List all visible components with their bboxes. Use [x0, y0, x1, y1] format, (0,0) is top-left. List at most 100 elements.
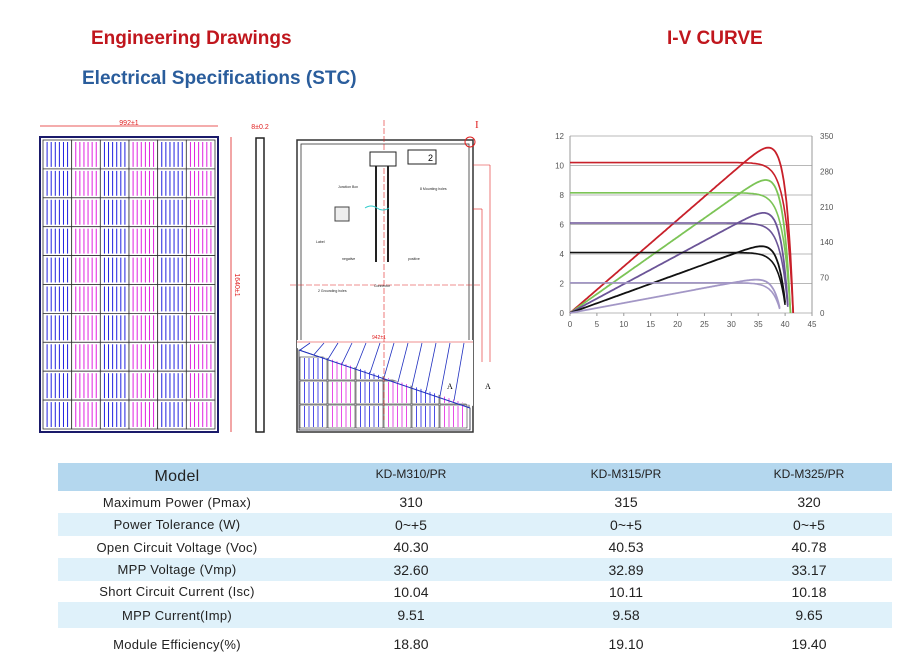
- value-cell: 0~+5: [793, 516, 825, 533]
- solar-cell: [71, 370, 101, 401]
- value-cell: 19.40: [791, 636, 827, 652]
- section-mark-left: A: [447, 382, 453, 391]
- negative-label: negative: [342, 257, 355, 261]
- iv-curve-line: [570, 282, 781, 310]
- parameter-cell: Power Tolerance (W): [113, 517, 241, 532]
- solar-cell: [99, 399, 130, 430]
- value-cell: 18.80: [393, 636, 429, 652]
- x-tick-label: 25: [700, 320, 709, 329]
- back-view: 2 I A A: [290, 119, 491, 433]
- y2-tick-label: 210: [820, 203, 834, 212]
- solar-cell: [71, 284, 101, 314]
- value-cell: 40.53: [608, 539, 644, 555]
- header-cell: KD-M325/PR: [773, 467, 845, 481]
- iv-curve-line: [570, 222, 789, 307]
- power-curve-line: [569, 278, 781, 314]
- solar-cell: [71, 399, 101, 430]
- value-cell: 10.04: [393, 583, 429, 600]
- thickness-dimension: 8±0.2: [251, 124, 269, 131]
- iv-curve-heading: I-V CURVE: [667, 28, 763, 49]
- table-row: Open Circuit Voltage (Voc) 40.30 40.53 40.7…: [58, 536, 892, 558]
- solar-cell: [71, 197, 101, 228]
- positive-label: positive: [408, 257, 420, 261]
- solar-cell: [99, 341, 130, 372]
- y-tick-label: 0: [560, 309, 565, 318]
- solar-cell: [128, 399, 159, 430]
- y-tick-label: 8: [560, 191, 565, 200]
- parameter-cell: Open Circuit Voltage (Voc): [96, 539, 258, 555]
- section-mark-right: A: [485, 382, 491, 391]
- solar-cell: [42, 399, 73, 430]
- value-cell: 32.89: [608, 561, 644, 578]
- value-cell: 40.78: [791, 539, 827, 555]
- x-tick-label: 20: [673, 320, 682, 329]
- value-cell: 32.60: [393, 561, 429, 578]
- parameter-cell: MPP Voltage (Vmp): [117, 562, 237, 577]
- x-tick-label: 0: [568, 320, 573, 329]
- solar-cell: [99, 168, 130, 199]
- y2-tick-label: 350: [820, 132, 834, 141]
- solar-cell: [157, 255, 187, 285]
- y-tick-label: 12: [555, 132, 564, 141]
- value-cell: 9.58: [612, 607, 640, 623]
- junction-box-label: Junction Box: [338, 185, 358, 189]
- flatness-value: 2: [428, 153, 433, 163]
- value-cell: 10.18: [791, 583, 827, 600]
- connector-label: Connector: [374, 284, 391, 288]
- table-row: Module Efficiency(%) 18.80 19.10 19.40: [58, 628, 892, 660]
- y-tick-label: 2: [560, 280, 565, 289]
- table-row: Power Tolerance (W) 0~+5 0~+5 0~+5: [58, 513, 892, 536]
- solar-cell: [128, 255, 159, 285]
- table-row: MPP Current(Imp) 9.51 9.58 9.65: [58, 602, 892, 628]
- y2-tick-label: 0: [820, 309, 825, 318]
- back-width-dimension: 942±1: [372, 335, 386, 341]
- solar-cell: [99, 284, 130, 314]
- header-cell: KD-M315/PR: [590, 467, 662, 481]
- x-tick-label: 40: [781, 320, 790, 329]
- height-dimension: 1640±1: [233, 273, 240, 296]
- iv-curve-line: [570, 161, 794, 314]
- electrical-specs-heading: Electrical Specifications (STC): [82, 68, 357, 89]
- parameter-cell: Short Circuit Current (Isc): [99, 584, 255, 599]
- engineering-drawing: 992±1 1640±1 8±0.2 2 I A A Junction Box …: [39, 119, 491, 433]
- solar-cell: [42, 284, 73, 314]
- y2-tick-label: 70: [820, 274, 829, 283]
- solar-cell: [157, 341, 187, 372]
- x-tick-label: 10: [619, 320, 628, 329]
- x-tick-label: 45: [808, 320, 817, 329]
- value-cell: 10.11: [609, 583, 643, 600]
- header-cell: Model: [154, 468, 200, 485]
- iv-curve-line: [570, 251, 786, 306]
- table-row: MPP Voltage (Vmp) 32.60 32.89 33.17: [58, 558, 892, 581]
- y2-tick-label: 280: [820, 167, 834, 176]
- power-curve-line: [569, 212, 789, 314]
- value-cell: 19.10: [608, 636, 644, 652]
- iv-curve-line: [570, 192, 792, 314]
- y2-tick-label: 140: [820, 238, 834, 247]
- electrical-specs-table: Model KD-M310/PR KD-M315/PR KD-M325/PR M…: [58, 463, 892, 660]
- parameter-cell: MPP Current(Imp): [121, 607, 233, 623]
- table-row: Maximum Power (Pmax) 310 315 320: [58, 491, 892, 513]
- solar-cell: [185, 226, 216, 256]
- x-tick-label: 35: [754, 320, 763, 329]
- solar-cell: [157, 197, 187, 228]
- y-tick-label: 6: [560, 221, 565, 230]
- power-curve-line: [569, 179, 792, 314]
- value-cell: 40.30: [393, 539, 429, 555]
- parameter-cell: Module Efficiency(%): [113, 636, 241, 652]
- parameter-cell: Maximum Power (Pmax): [102, 494, 252, 510]
- value-cell: 33.17: [791, 561, 827, 578]
- iv-curve-chart: 0 2 4 6 8 10 12 0 70 140 210 280 350 0 5 10 15 20 25 30 35 40…: [555, 132, 834, 329]
- value-cell: 0~+5: [610, 516, 642, 533]
- solar-cell: [157, 168, 187, 199]
- x-tick-label: 30: [727, 320, 736, 329]
- solar-cell: [42, 255, 73, 285]
- solar-cell: [128, 168, 159, 199]
- solar-cell: [99, 370, 130, 401]
- solar-cell: [157, 312, 187, 343]
- header-cell: KD-M310/PR: [375, 467, 447, 481]
- value-cell: 315: [614, 494, 638, 510]
- value-cell: 310: [399, 494, 423, 510]
- solar-cell: [185, 197, 216, 228]
- detail-mark: I: [475, 119, 479, 131]
